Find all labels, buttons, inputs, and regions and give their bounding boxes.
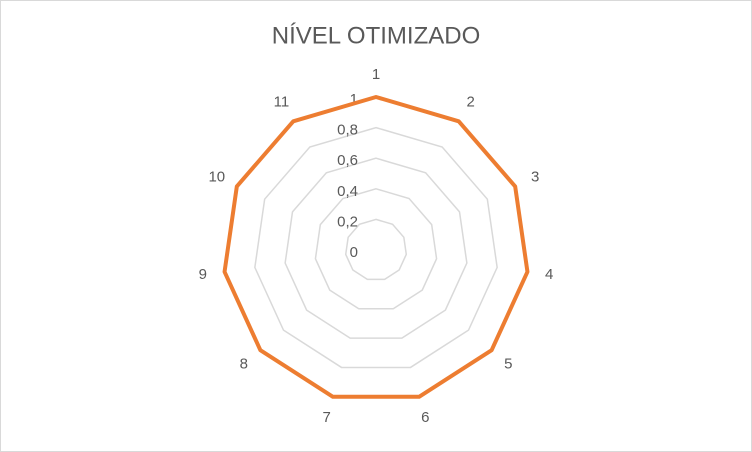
chart-title: NÍVEL OTIMIZADO — [272, 22, 480, 49]
grid-ring — [314, 188, 438, 310]
category-label: 4 — [545, 266, 553, 283]
r-tick-label: 1 — [350, 91, 358, 108]
category-label: 7 — [323, 409, 331, 426]
category-label: 2 — [466, 94, 474, 111]
category-label: 1 — [372, 66, 380, 83]
category-label: 10 — [208, 168, 225, 185]
r-tick-label: 0,6 — [337, 152, 358, 169]
r-tick-label: 0,4 — [337, 183, 358, 200]
radar-line — [222, 95, 530, 399]
r-tick-label: 0,2 — [337, 213, 358, 230]
category-label: 5 — [504, 356, 512, 373]
category-label: 3 — [531, 168, 539, 185]
r-tick-label: 0 — [350, 244, 358, 261]
grid-ring — [344, 218, 408, 281]
category-label: 6 — [421, 409, 429, 426]
category-label: 8 — [240, 356, 248, 373]
category-label: 11 — [274, 94, 290, 111]
category-label: 9 — [199, 266, 207, 283]
grid-ring — [254, 126, 498, 369]
grid-ring — [284, 157, 468, 339]
r-tick-label: 0,8 — [337, 122, 358, 139]
